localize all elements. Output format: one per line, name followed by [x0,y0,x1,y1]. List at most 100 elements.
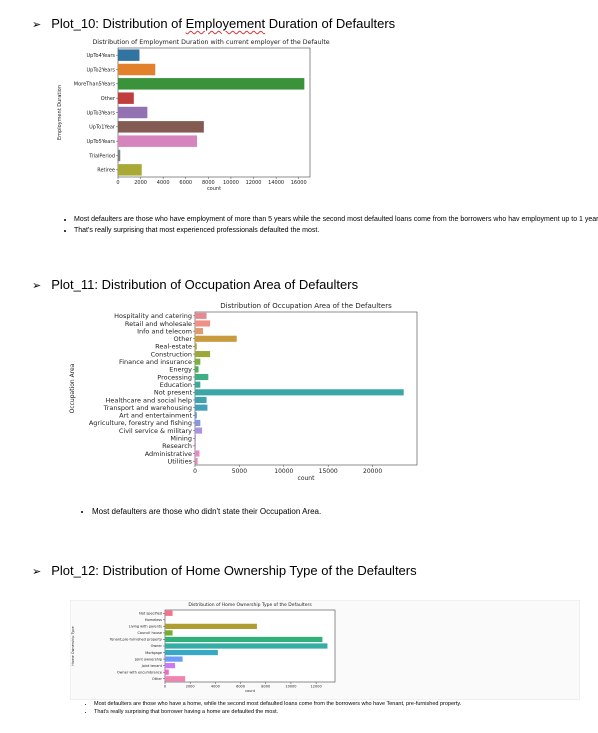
x-tick-label: 2000 [134,180,147,186]
x-tick-label: 0 [116,180,119,186]
plot12-notes: Most defaulters are those who have a hom… [80,700,598,716]
x-axis-label: count [207,186,221,192]
bar-upto3years [118,106,148,119]
bar-living-with-parents [165,623,257,629]
bar-tenant-pre-furnished-property [165,636,323,643]
x-tick-label: 6000 [236,685,245,689]
bar-other [118,92,134,104]
category-label: Mortgage [145,651,162,655]
category-label: Education [160,381,192,389]
arrow-bullet-icon: ➢ [32,19,42,31]
bar-owner [165,643,328,649]
y-axis-label: Home Ownership Type [71,626,75,665]
bar-processing [195,373,209,381]
plot10-heading: ➢ Plot_10: Distribution of Employement Du… [32,16,396,31]
category-label: TrialPeriod [88,153,115,159]
bar-upto2years [118,63,156,76]
x-tick-label: 8000 [261,685,270,689]
arrow-bullet-icon: ➢ [32,566,42,578]
bar-agriculture-forestry-and-fishing [195,419,201,426]
bar-owner-with-encumbrance [165,669,169,675]
bar-other [195,335,237,342]
category-label: Homeless [145,618,162,622]
bar-retiree [118,164,142,176]
x-tick-label: 14000 [268,180,284,186]
plot11-heading: ➢ Plot_11: Distribution of Occupation Are… [32,277,359,292]
category-label: Council house [137,631,162,635]
chart-title: Distribution of Home Ownership Type of t… [188,602,312,608]
x-tick-label: 10000 [285,685,296,689]
x-tick-label: 15000 [319,468,338,475]
category-label: Joint ownership [134,657,163,661]
bar-healthcare-and-social-help [195,396,207,404]
home-ownership-chart: Distribution of Home Ownership Type of t… [70,600,580,700]
x-tick-label: 16000 [291,180,307,186]
bar-upto5years [118,135,198,147]
x-tick-label: 4000 [211,685,220,689]
list-item: Most defaulters are those who have emplo… [74,214,598,225]
chart-title: Distribution of Employment Duration with… [92,39,330,46]
x-tick-label: 12000 [246,180,262,186]
x-tick-label: 4000 [157,180,170,186]
bar-not-specified [165,610,173,616]
category-label: Energy [169,366,192,374]
category-label: UpTo5Years [87,139,116,145]
bar-upto4years [118,49,140,61]
category-label: Other [152,677,162,681]
bar-hospitality-and-catering [195,312,207,319]
category-label: Owner [151,644,163,648]
category-label: Tenant,pre-furnished property [109,638,162,642]
plot11-notes: Most defaulters are those who didn't sta… [78,506,592,517]
plot10-notes: Most defaulters are those who have emplo… [60,214,598,236]
category-label: Finance and insurance [119,358,192,366]
list-item: Most defaulters are those who have a hom… [94,700,598,708]
category-label: MoreThan5Years [74,82,116,88]
category-label: Real-estate [155,343,192,351]
bar-civil-service-military [195,427,203,434]
category-label: Retiree [97,168,115,174]
bar-joint-tenant [165,663,176,669]
category-label: Owner with encumbrance [117,670,162,674]
y-axis-label: Occupation Area [69,363,76,413]
bar-joint-ownership [165,656,183,662]
category-label: Mining [170,435,192,443]
category-label: UpTo2Years [87,67,116,73]
category-label: Construction [151,350,192,358]
bar-council-house [165,630,173,636]
category-label: Agriculture, forestry and fishing [89,419,192,427]
category-label: Processing [157,373,192,381]
category-label: Hospitality and catering [114,312,192,320]
x-axis-label: count [298,475,316,482]
bar-morethan5years [118,78,305,90]
bar-construction [195,351,211,358]
category-label: Administrative [145,450,192,458]
arrow-bullet-icon: ➢ [32,280,42,292]
category-label: Not present [154,389,193,397]
x-axis-label: count [245,689,256,693]
x-tick-label: 0 [193,468,197,475]
employment-duration-chart: Distribution of Employment Duration with… [57,39,330,192]
category-label: UpTo4Years [87,53,116,59]
category-label: UpTo1Year [89,125,116,131]
bar-energy [195,366,199,373]
bar-info-and-telecom [195,328,203,335]
x-tick-label: 5000 [232,468,247,475]
category-label: Other [101,96,116,102]
bar-finance-and-insurance [195,358,201,365]
category-label: Living with parents [129,625,163,629]
bar-mining [195,435,196,442]
bar-education [195,381,201,388]
category-label: Utilities [168,457,193,465]
x-tick-label: 0 [164,685,166,689]
category-label: Civil service & military [119,427,192,435]
bar-retail-and-wholesale [195,320,211,327]
x-tick-label: 10000 [274,468,293,475]
x-tick-label: 6000 [179,180,192,186]
category-label: Other [174,335,193,343]
bar-not-present [195,389,404,396]
x-tick-label: 10000 [223,180,239,186]
bar-utilities [195,458,198,465]
bar-upto1year [118,121,204,133]
category-label: UpTo3Years [87,110,116,116]
bar-real-estate [195,343,197,350]
